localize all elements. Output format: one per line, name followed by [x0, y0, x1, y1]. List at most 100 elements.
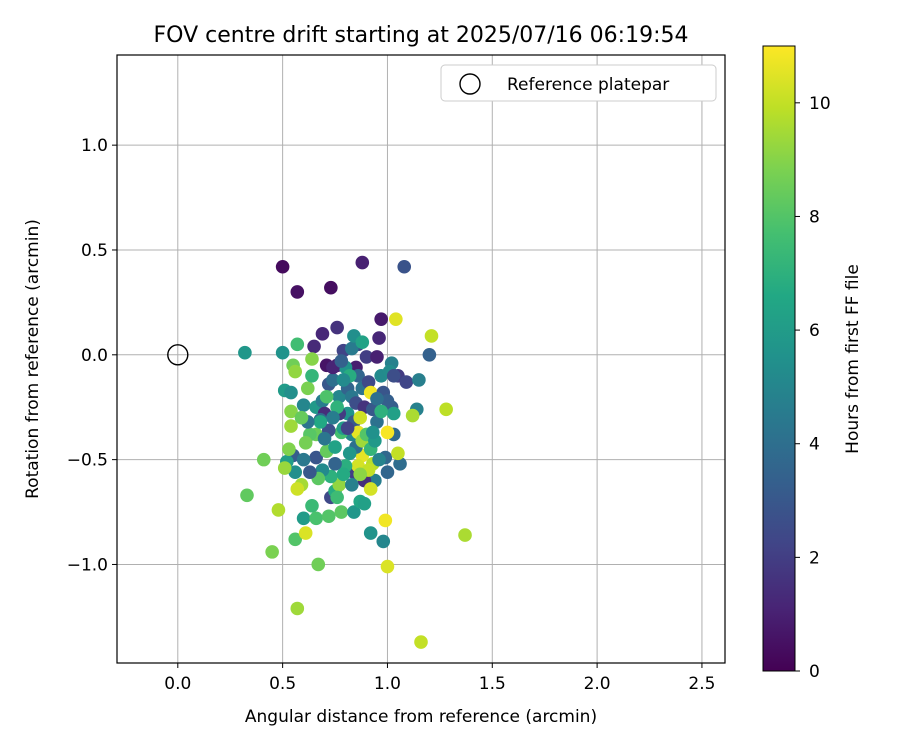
data-point	[300, 381, 315, 396]
data-point	[275, 345, 290, 360]
data-point	[391, 446, 405, 461]
data-point	[298, 436, 313, 450]
data-point	[380, 465, 395, 480]
data-point	[336, 373, 351, 387]
x-tick-label: 1.5	[479, 674, 506, 694]
data-point	[334, 354, 349, 368]
x-tick-label: 2.5	[688, 674, 715, 694]
data-point	[271, 503, 286, 517]
data-point	[319, 389, 334, 404]
x-tick-label: 0.5	[269, 674, 296, 694]
data-point	[315, 327, 330, 341]
x-tick-label: 0.0	[164, 674, 191, 694]
chart-title: FOV centre drift starting at 2025/07/16 …	[154, 23, 689, 48]
data-point	[365, 425, 380, 440]
colorbar-ticks: 0 2 4 6 8 10	[795, 94, 831, 682]
data-point	[372, 452, 386, 467]
data-point	[282, 442, 296, 456]
data-point	[240, 488, 254, 503]
data-point	[305, 498, 319, 513]
data-point	[340, 421, 355, 435]
data-point	[334, 505, 349, 519]
data-point	[332, 389, 347, 404]
data-point	[305, 352, 319, 366]
data-point	[321, 509, 336, 524]
data-point	[359, 350, 374, 364]
data-point	[336, 467, 351, 482]
data-point	[378, 513, 393, 528]
data-point	[399, 375, 414, 389]
data-point	[238, 345, 252, 360]
y-tick-label: 0.5	[81, 241, 108, 261]
y-tick-label: 1.0	[81, 136, 108, 156]
data-point	[376, 534, 391, 549]
data-point	[303, 465, 317, 480]
legend: Reference platepar	[440, 64, 717, 102]
data-point	[328, 457, 342, 471]
data-point	[374, 404, 388, 419]
data-point	[311, 557, 326, 572]
y-tick-label: −1.0	[67, 555, 108, 575]
data-point	[393, 457, 407, 471]
data-point	[345, 477, 359, 492]
data-point	[328, 440, 342, 454]
data-point	[361, 375, 376, 389]
data-point	[326, 410, 340, 425]
data-point	[326, 373, 340, 387]
data-point	[370, 415, 384, 429]
data-point	[330, 490, 344, 505]
data-point	[424, 329, 439, 343]
data-point	[288, 532, 303, 547]
colorbar-tick-label: 8	[809, 207, 820, 227]
data-point	[256, 452, 271, 467]
data-point	[347, 505, 361, 519]
data-point	[288, 465, 303, 480]
grid-lines	[117, 55, 725, 663]
data-point	[370, 392, 384, 406]
colorbar-tick-label: 2	[809, 548, 820, 568]
colorbar-tick-label: 10	[809, 94, 831, 114]
data-point	[389, 312, 403, 326]
data-point	[296, 452, 311, 467]
data-point	[355, 335, 370, 350]
y-tick-label: −0.5	[67, 451, 108, 471]
data-point	[324, 280, 338, 295]
data-points	[238, 255, 472, 649]
legend-box	[440, 64, 717, 102]
colorbar	[762, 45, 796, 672]
plot-frame	[116, 54, 726, 664]
data-point	[386, 406, 401, 421]
x-axis-label: Angular distance from reference (arcmin)	[245, 707, 597, 727]
data-point	[275, 259, 290, 274]
x-axis-ticks: 0.0 0.5 1.0 1.5 2.0 2.5	[164, 663, 715, 694]
data-point	[380, 394, 395, 408]
data-point	[439, 402, 453, 417]
data-point	[290, 482, 305, 496]
y-axis-label: Rotation from reference (arcmin)	[23, 219, 43, 499]
data-point	[380, 425, 395, 440]
data-point	[458, 528, 472, 542]
data-point	[298, 526, 313, 540]
data-point	[296, 511, 311, 526]
data-point	[345, 341, 359, 356]
colorbar-label: Hours from first FF file	[843, 264, 863, 454]
data-point	[342, 446, 357, 461]
y-axis-ticks: −1.0 −0.5 0.0 0.5 1.0	[67, 136, 117, 575]
data-point	[288, 364, 303, 379]
data-point	[363, 526, 378, 540]
data-point	[313, 415, 328, 429]
data-point	[355, 255, 370, 270]
data-point	[405, 408, 420, 423]
data-point	[353, 467, 368, 482]
data-point	[412, 373, 426, 387]
data-point	[380, 559, 395, 574]
reference-marker	[167, 344, 189, 366]
colorbar-tick-label: 6	[809, 321, 820, 341]
x-tick-label: 2.0	[584, 674, 611, 694]
data-point	[277, 461, 292, 475]
data-point	[422, 348, 437, 362]
data-point	[353, 410, 368, 425]
data-point	[332, 477, 347, 492]
data-point	[374, 312, 388, 326]
